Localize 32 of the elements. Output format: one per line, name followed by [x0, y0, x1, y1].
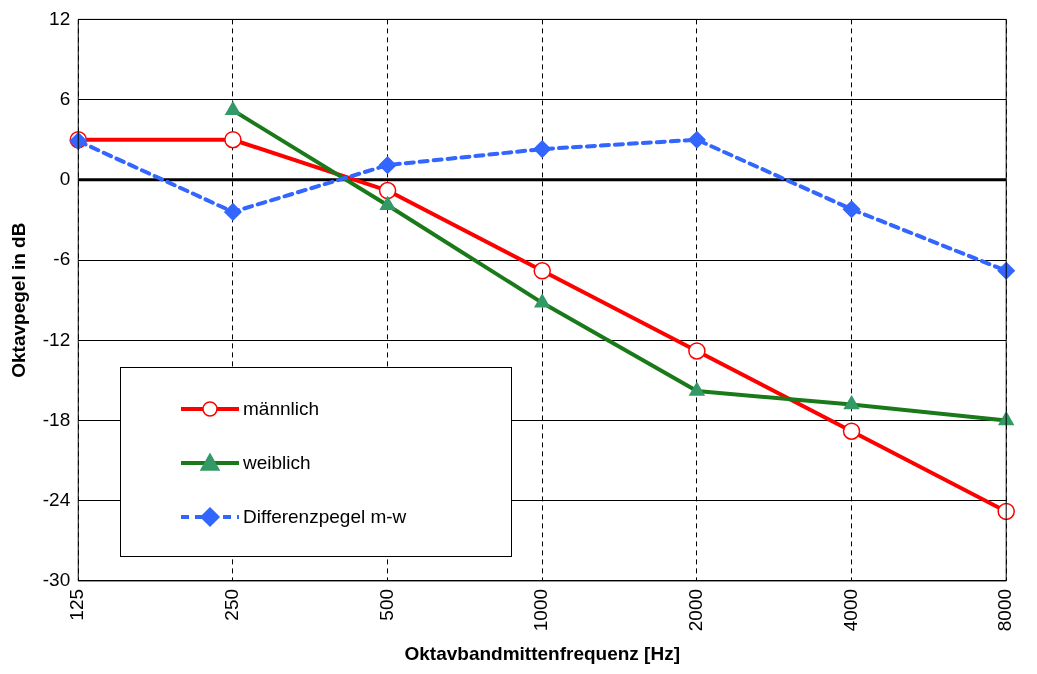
x-tick-label: 8000 — [994, 588, 1016, 632]
point — [688, 342, 706, 360]
x-axis-title: Oktavbandmittenfrequenz [Hz] — [404, 642, 680, 664]
x-tick-label: 125 — [66, 588, 88, 621]
x-tick-label: 1000 — [530, 588, 552, 632]
point — [997, 502, 1015, 521]
point — [842, 200, 861, 218]
legend-label: männlich — [243, 398, 320, 420]
x-tick-label: 250 — [221, 588, 243, 621]
y-tick-label: -18 — [42, 408, 71, 430]
y-tick-label: 12 — [49, 7, 71, 29]
y-tick-label: 6 — [59, 87, 71, 109]
point — [997, 262, 1015, 280]
point — [533, 262, 551, 280]
x-tick-label: 4000 — [839, 588, 861, 632]
y-tick-label: -6 — [53, 248, 71, 270]
point — [533, 140, 551, 158]
point — [378, 156, 397, 174]
point — [688, 130, 706, 149]
y-tick-label: 0 — [59, 168, 71, 190]
y-tick-label: -12 — [42, 328, 71, 350]
x-tick-label: 2000 — [685, 588, 707, 632]
y-tick-label: -30 — [42, 569, 71, 591]
point — [224, 130, 242, 149]
y-axis-title: Oktavpegel in dB — [7, 222, 29, 378]
point — [842, 422, 861, 440]
point — [224, 203, 242, 221]
legend-label: weiblich — [243, 452, 311, 474]
point — [378, 181, 397, 200]
legend-label: Differenzpegel m-w — [243, 506, 407, 528]
x-tick-label: 500 — [375, 588, 397, 621]
y-tick-label: -24 — [42, 488, 71, 510]
